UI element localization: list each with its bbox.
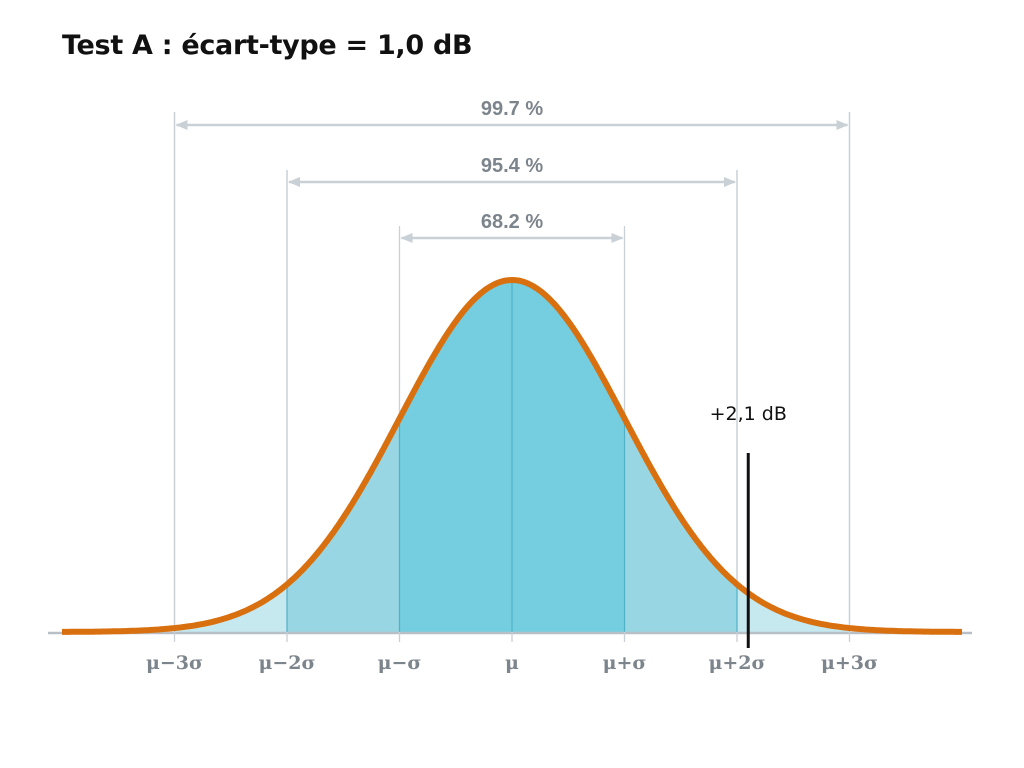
x-tick-label: μ−σ [378, 652, 422, 674]
x-tick-label: μ−2σ [258, 652, 315, 674]
x-tick-label: μ+3σ [821, 652, 878, 674]
arrow-head-right [611, 233, 624, 243]
arrow-head-left [400, 233, 413, 243]
x-tick-label: μ [505, 652, 519, 674]
distribution-curve [61, 277, 963, 635]
arrow-head-left [288, 177, 300, 187]
interval-label: 99.7 % [481, 98, 543, 120]
arrow-head-right [724, 177, 736, 187]
x-tick-label: μ+σ [603, 652, 647, 674]
marker-label: +2,1 dB [710, 403, 787, 425]
x-tick-label: μ−3σ [146, 652, 203, 674]
x-tick-label: μ+2σ [708, 652, 765, 674]
interval-label: 95.4 % [481, 155, 543, 177]
chart-title: Test A : écart-type = 1,0 dB [62, 30, 473, 61]
arrow-head-left [175, 120, 188, 130]
arrow-head-right [836, 120, 849, 130]
interval-label: 68.2 % [481, 211, 543, 233]
